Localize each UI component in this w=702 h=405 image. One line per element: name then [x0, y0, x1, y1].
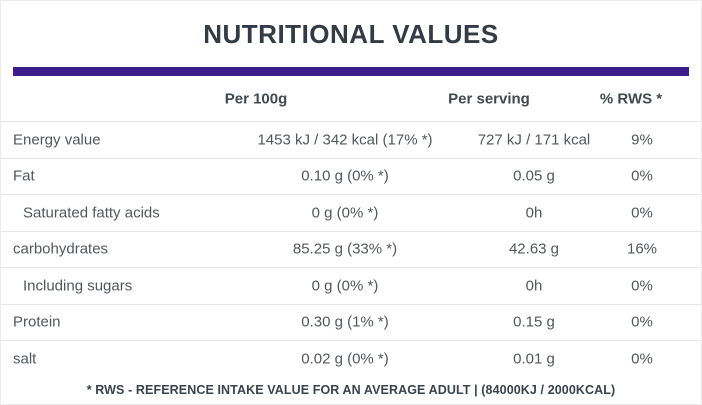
- table-header-row: Per 100g Per serving % RWS *: [1, 76, 701, 122]
- row-label: carbohydrates: [13, 240, 109, 258]
- row-label: Including sugars: [23, 277, 133, 295]
- cell-rws: 0%: [631, 277, 653, 295]
- table-row-sugars: Including sugars 0 g (0% *) 0h 0%: [1, 268, 701, 305]
- nutrition-table: Per 100g Per serving % RWS * Energy valu…: [1, 76, 701, 403]
- row-label: Fat: [13, 167, 35, 185]
- cell-per-serving: 0.01 g: [513, 350, 555, 367]
- cell-rws: 9%: [631, 131, 653, 149]
- accent-bar: [13, 67, 689, 76]
- cell-per-100g: 0.10 g (0% *): [301, 167, 389, 185]
- column-header-per-serving: Per serving: [448, 90, 530, 107]
- cell-per-serving: 0h: [525, 204, 543, 222]
- cell-rws: 0%: [631, 204, 653, 222]
- cell-per-serving: 0h: [525, 277, 543, 295]
- cell-rws: 0%: [631, 313, 653, 331]
- cell-rws: 0%: [631, 167, 653, 185]
- cell-per-100g: 1453 kJ / 342 kcal (17% *): [257, 131, 433, 149]
- page-title: NUTRITIONAL VALUES: [203, 18, 499, 49]
- cell-rws: 0%: [631, 350, 653, 367]
- row-label: Protein: [13, 313, 61, 331]
- row-label: salt: [13, 350, 37, 367]
- cell-per-serving: 0.15 g: [513, 313, 555, 331]
- cell-per-serving: 727 kJ / 171 kcal: [477, 131, 591, 149]
- cell-per-serving: 0.05 g: [513, 167, 555, 185]
- table-row-salt: salt 0.02 g (0% *) 0.01 g 0%: [1, 341, 701, 376]
- table-row-protein: Protein 0.30 g (1% *) 0.15 g 0%: [1, 305, 701, 341]
- cell-per-100g: 85.25 g (33% *): [292, 240, 398, 258]
- cell-per-100g: 0.30 g (1% *): [301, 313, 389, 331]
- table-row-saturated-fat: Saturated fatty acids 0 g (0% *) 0h 0%: [1, 195, 701, 232]
- column-header-rws: % RWS *: [599, 90, 663, 107]
- cell-per-100g: 0 g (0% *): [311, 277, 379, 295]
- cell-per-serving: 42.63 g: [508, 240, 560, 258]
- row-label: Saturated fatty acids: [23, 204, 160, 222]
- table-row-carbohydrates: carbohydrates 85.25 g (33% *) 42.63 g 16…: [1, 232, 701, 268]
- table-row-energy: Energy value 1453 kJ / 342 kcal (17% *) …: [1, 122, 701, 159]
- table-row-fat: Fat 0.10 g (0% *) 0.05 g 0%: [1, 159, 701, 195]
- rws-footnote: * RWS - REFERENCE INTAKE VALUE FOR AN AV…: [86, 382, 616, 397]
- cell-per-100g: 0.02 g (0% *): [301, 350, 389, 367]
- column-header-per-100g: Per 100g: [224, 90, 288, 107]
- cell-per-100g: 0 g (0% *): [311, 204, 379, 222]
- cell-rws: 16%: [626, 240, 658, 258]
- row-label: Energy value: [13, 131, 101, 149]
